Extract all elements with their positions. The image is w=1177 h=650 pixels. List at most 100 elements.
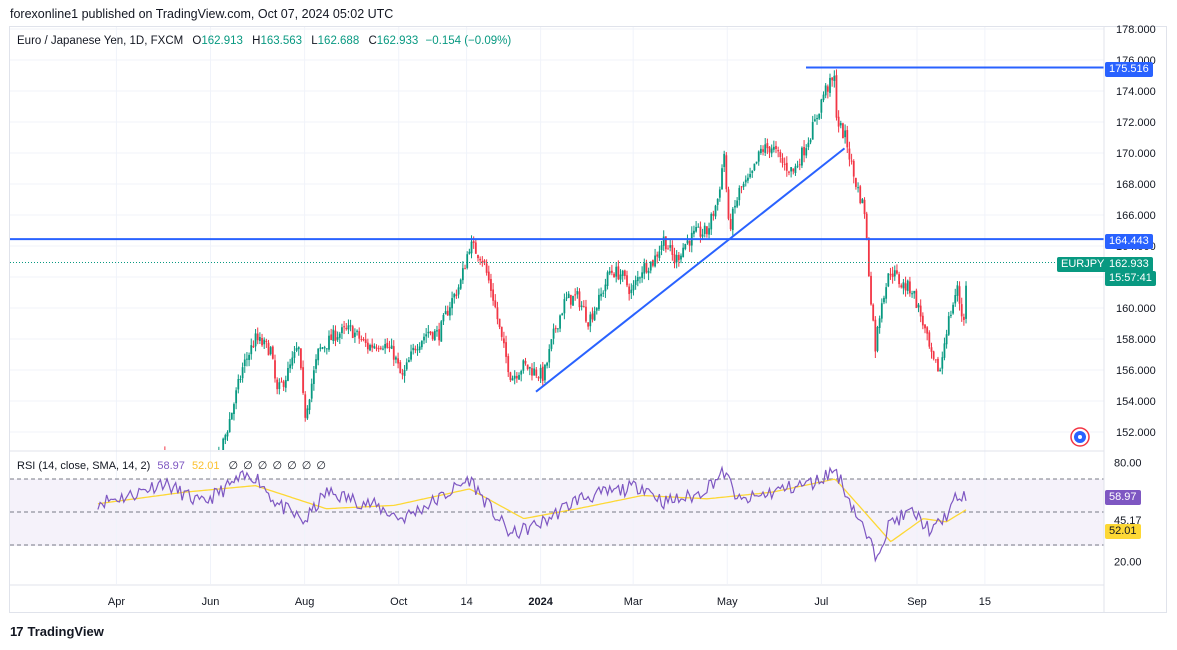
candle-body <box>347 325 350 330</box>
candle-body <box>924 324 926 329</box>
candle-body <box>412 347 415 351</box>
candle-body <box>289 364 292 369</box>
candle-body <box>505 342 507 357</box>
hidden-plot-icons[interactable]: ∅ ∅ ∅ ∅ ∅ ∅ ∅ <box>228 460 327 472</box>
price-tick-label: 160.000 <box>1116 303 1156 315</box>
candle-body <box>682 247 685 258</box>
candle-body <box>371 344 374 348</box>
candle-body <box>740 186 743 188</box>
candle-body <box>950 314 952 316</box>
candle-body <box>345 327 348 329</box>
candle-body <box>300 348 302 369</box>
candle-body <box>582 306 585 308</box>
candle-body <box>395 357 397 360</box>
candle-body <box>811 122 814 140</box>
candle-body <box>276 379 279 390</box>
candle-body <box>297 347 300 350</box>
candle-body <box>291 357 294 366</box>
candle-body <box>714 205 717 217</box>
candle-body <box>446 310 449 316</box>
candle-body <box>634 280 637 285</box>
candle-body <box>902 282 905 289</box>
publisher-line: forexonline1 published on TradingView.co… <box>10 7 394 21</box>
candle-body <box>358 331 361 339</box>
candle-body <box>351 326 354 338</box>
candle-body <box>861 199 864 204</box>
rsi-value-tag: 58.97 <box>1105 490 1141 505</box>
candle-body <box>377 348 380 350</box>
rsi-title[interactable]: RSI (14, close, SMA, 14, 2) <box>17 460 151 472</box>
candle-body <box>794 166 797 173</box>
price-tick-label: 178.000 <box>1116 24 1156 36</box>
candle-body <box>658 251 661 259</box>
candle-body <box>373 346 376 349</box>
candle-body <box>954 295 957 304</box>
candle-body <box>729 218 732 230</box>
candle-body <box>317 348 320 361</box>
candle-body <box>874 319 877 352</box>
open-label: O <box>192 35 202 47</box>
price-tick-label: 154.000 <box>1116 396 1156 408</box>
price-tick-label: 166.000 <box>1116 210 1156 222</box>
candle-body <box>401 373 404 375</box>
candle-body <box>252 345 255 348</box>
candle-body <box>274 360 276 379</box>
candle-body <box>848 148 851 160</box>
resistance-mid-tag: 164.443 <box>1105 234 1153 249</box>
candle-body <box>535 369 538 376</box>
candle-body <box>600 293 602 297</box>
candle-body <box>336 337 339 340</box>
candle-body <box>319 347 322 349</box>
candle-body <box>930 347 933 352</box>
candle-body <box>375 347 378 349</box>
candle-body <box>220 452 222 453</box>
candle-body <box>349 325 352 327</box>
candle-body <box>779 151 782 158</box>
candle-body <box>119 553 121 559</box>
goto-realtime-icon[interactable] <box>1070 427 1090 447</box>
candle-body <box>734 205 736 208</box>
candle-body <box>453 293 456 298</box>
candle-body <box>820 99 823 113</box>
candle-body <box>660 245 663 251</box>
candle-body <box>230 412 233 420</box>
candle-body <box>762 149 764 152</box>
candle-body <box>302 367 304 393</box>
candle-body <box>382 348 384 350</box>
candle-body <box>565 297 568 299</box>
candle-body <box>364 339 367 343</box>
footer-brand[interactable]: 17 TradingView <box>10 624 104 639</box>
candle-body <box>613 273 615 278</box>
candle-body <box>293 352 296 358</box>
trendline[interactable] <box>535 147 846 393</box>
candle-body <box>960 304 963 317</box>
candle-body <box>513 375 516 379</box>
candle-body <box>883 297 885 303</box>
candle-body <box>764 144 767 153</box>
candle-body <box>487 271 490 281</box>
candle-body <box>915 290 918 308</box>
candle-body <box>906 280 909 291</box>
candle-body <box>556 328 559 330</box>
candle-body <box>673 254 676 264</box>
candle-body <box>736 200 739 207</box>
candle-body <box>490 279 492 291</box>
time-axis[interactable]: Apr Jun Aug Oct 14 2024 Mar May Jul Sep 15 <box>108 596 991 608</box>
candle-body <box>518 375 520 380</box>
candle-body <box>965 285 967 319</box>
candle-body <box>947 316 950 335</box>
price-axis[interactable]: 152.000154.000156.000158.000160.000162.0… <box>1116 24 1156 439</box>
symbol-title[interactable]: Euro / Japanese Yen, 1D, FXCM <box>17 35 184 47</box>
low-label: L <box>311 35 318 47</box>
candle-body <box>671 245 674 255</box>
candle-body <box>589 314 592 327</box>
candle-body <box>643 263 646 274</box>
candle-body <box>941 357 944 369</box>
candle-body <box>511 378 514 381</box>
candle-body <box>878 318 881 328</box>
candle-body <box>781 157 784 164</box>
candle-body <box>604 284 607 292</box>
candle-body <box>101 575 103 578</box>
candle-body <box>224 435 227 440</box>
